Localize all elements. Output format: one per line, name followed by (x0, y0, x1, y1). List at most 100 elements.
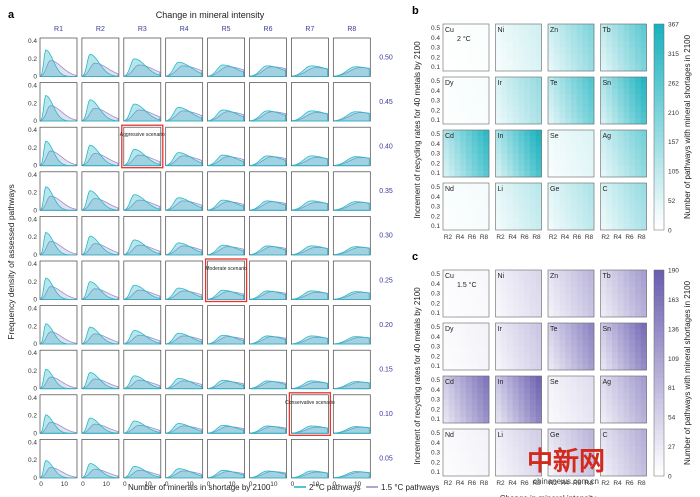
heatmap-cell (548, 275, 555, 283)
heatmap-cell (535, 183, 542, 190)
heatmap-cell (512, 293, 519, 300)
heatmap-cell (512, 287, 519, 294)
heatmap-cell (501, 399, 508, 406)
heatmap-tile (495, 428, 542, 477)
heatmap-cell (623, 346, 630, 353)
heatmap-cell (553, 35, 560, 42)
heatmap-cell (501, 100, 508, 107)
heatmap-cell (495, 281, 502, 288)
heatmap-cell (571, 24, 578, 31)
heatmap-cell (443, 65, 450, 72)
heatmap-cell (576, 458, 583, 465)
heatmap-cell (512, 65, 519, 72)
heatmap-cell (530, 352, 537, 359)
heatmap-cell (518, 340, 525, 347)
heatmap-cell (501, 94, 508, 101)
heatmap-cell (477, 212, 484, 219)
heatmap-cell (640, 464, 647, 471)
heatmap-cell (495, 399, 502, 406)
heatmap-tile (547, 129, 595, 178)
heatmap-cell (518, 106, 525, 113)
heatmap-cell (553, 41, 560, 48)
heatmap-cell (443, 100, 450, 107)
heatmap-cell (612, 206, 619, 213)
heatmap-cell (507, 452, 514, 459)
heatmap-cell (495, 82, 502, 90)
heatmap-cell (612, 41, 619, 48)
colorbar-segment (654, 342, 664, 348)
heatmap-cell (501, 364, 508, 371)
heatmap-cell (548, 35, 555, 42)
heatmap-cell (460, 387, 467, 394)
y-tick-label: 0.4 (28, 439, 37, 446)
heatmap-cell (518, 328, 525, 336)
heatmap-cell (454, 171, 461, 178)
heatmap-cell (530, 159, 537, 166)
heatmap-cell (629, 130, 636, 137)
heatmap-cell (576, 224, 583, 231)
heatmap-cell (512, 387, 519, 394)
heatmap-cell (535, 171, 542, 178)
heatmap-cell (629, 376, 636, 383)
heatmap-cell (623, 470, 630, 477)
heatmap-cell (548, 376, 555, 383)
colorbar-segment (654, 116, 664, 123)
heatmap-cell (606, 141, 613, 148)
heatmap-cell (483, 464, 490, 471)
heatmap-cell (582, 429, 589, 436)
heatmap-cell (582, 100, 589, 107)
heatmap-cell (571, 299, 578, 306)
small-multiple-panel (165, 37, 204, 77)
colorbar-segment (654, 24, 664, 30)
heatmap-cell (571, 381, 578, 389)
colorbar-segment (654, 54, 664, 61)
heatmap-cell (571, 65, 578, 72)
heatmap-cell (640, 200, 647, 207)
heatmap-cell (571, 340, 578, 347)
heatmap-cell (606, 100, 613, 107)
heatmap-cell (640, 100, 647, 107)
heatmap-cell (454, 464, 461, 471)
heatmap-cell (635, 470, 642, 477)
heatmap-cell (582, 387, 589, 394)
heatmap-cell (565, 328, 572, 336)
heatmap-cell (460, 224, 467, 231)
small-multiple-panel (81, 260, 120, 300)
heatmap-cell (565, 429, 572, 436)
heatmap-cell (629, 458, 636, 465)
heatmap-cell (612, 352, 619, 359)
heatmap-cell (495, 275, 502, 283)
heatmap-cell (635, 340, 642, 347)
heatmap-cell (495, 77, 502, 84)
heatmap-cell (617, 24, 624, 31)
heatmap-cell (483, 200, 490, 207)
heatmap-cell (530, 171, 537, 178)
curve-2C (166, 107, 203, 122)
heatmap-cell (623, 153, 630, 160)
small-multiple-panel (165, 349, 204, 390)
heatmap-cell (448, 159, 455, 166)
heatmap-cell (530, 305, 537, 312)
colorbar-segment (654, 157, 664, 164)
heatmap-cell (553, 77, 560, 84)
curve-2C (292, 335, 328, 345)
heatmap-ylabel: Increment of recycling rates for 40 meta… (413, 41, 422, 219)
curve-2C (166, 152, 203, 167)
heatmap-cell (477, 100, 484, 107)
heatmap-cell (524, 287, 531, 294)
heatmap-cell (582, 53, 589, 60)
heatmap-cell (600, 183, 607, 190)
heatmap-cell (548, 224, 555, 231)
colorbar-segment (654, 439, 664, 446)
heatmap-cell (530, 218, 537, 225)
heatmap-cell (460, 446, 467, 453)
heatmap-cell (471, 405, 478, 412)
heatmap-cell (588, 452, 595, 459)
heatmap-x-tick: R8 (532, 234, 541, 241)
heatmap-cell (606, 47, 613, 54)
heatmap-cell (612, 88, 619, 95)
heatmap-cell (600, 364, 607, 371)
heatmap-cell (640, 224, 647, 231)
heatmap-cell (559, 446, 566, 453)
heatmap-cell (565, 24, 572, 31)
